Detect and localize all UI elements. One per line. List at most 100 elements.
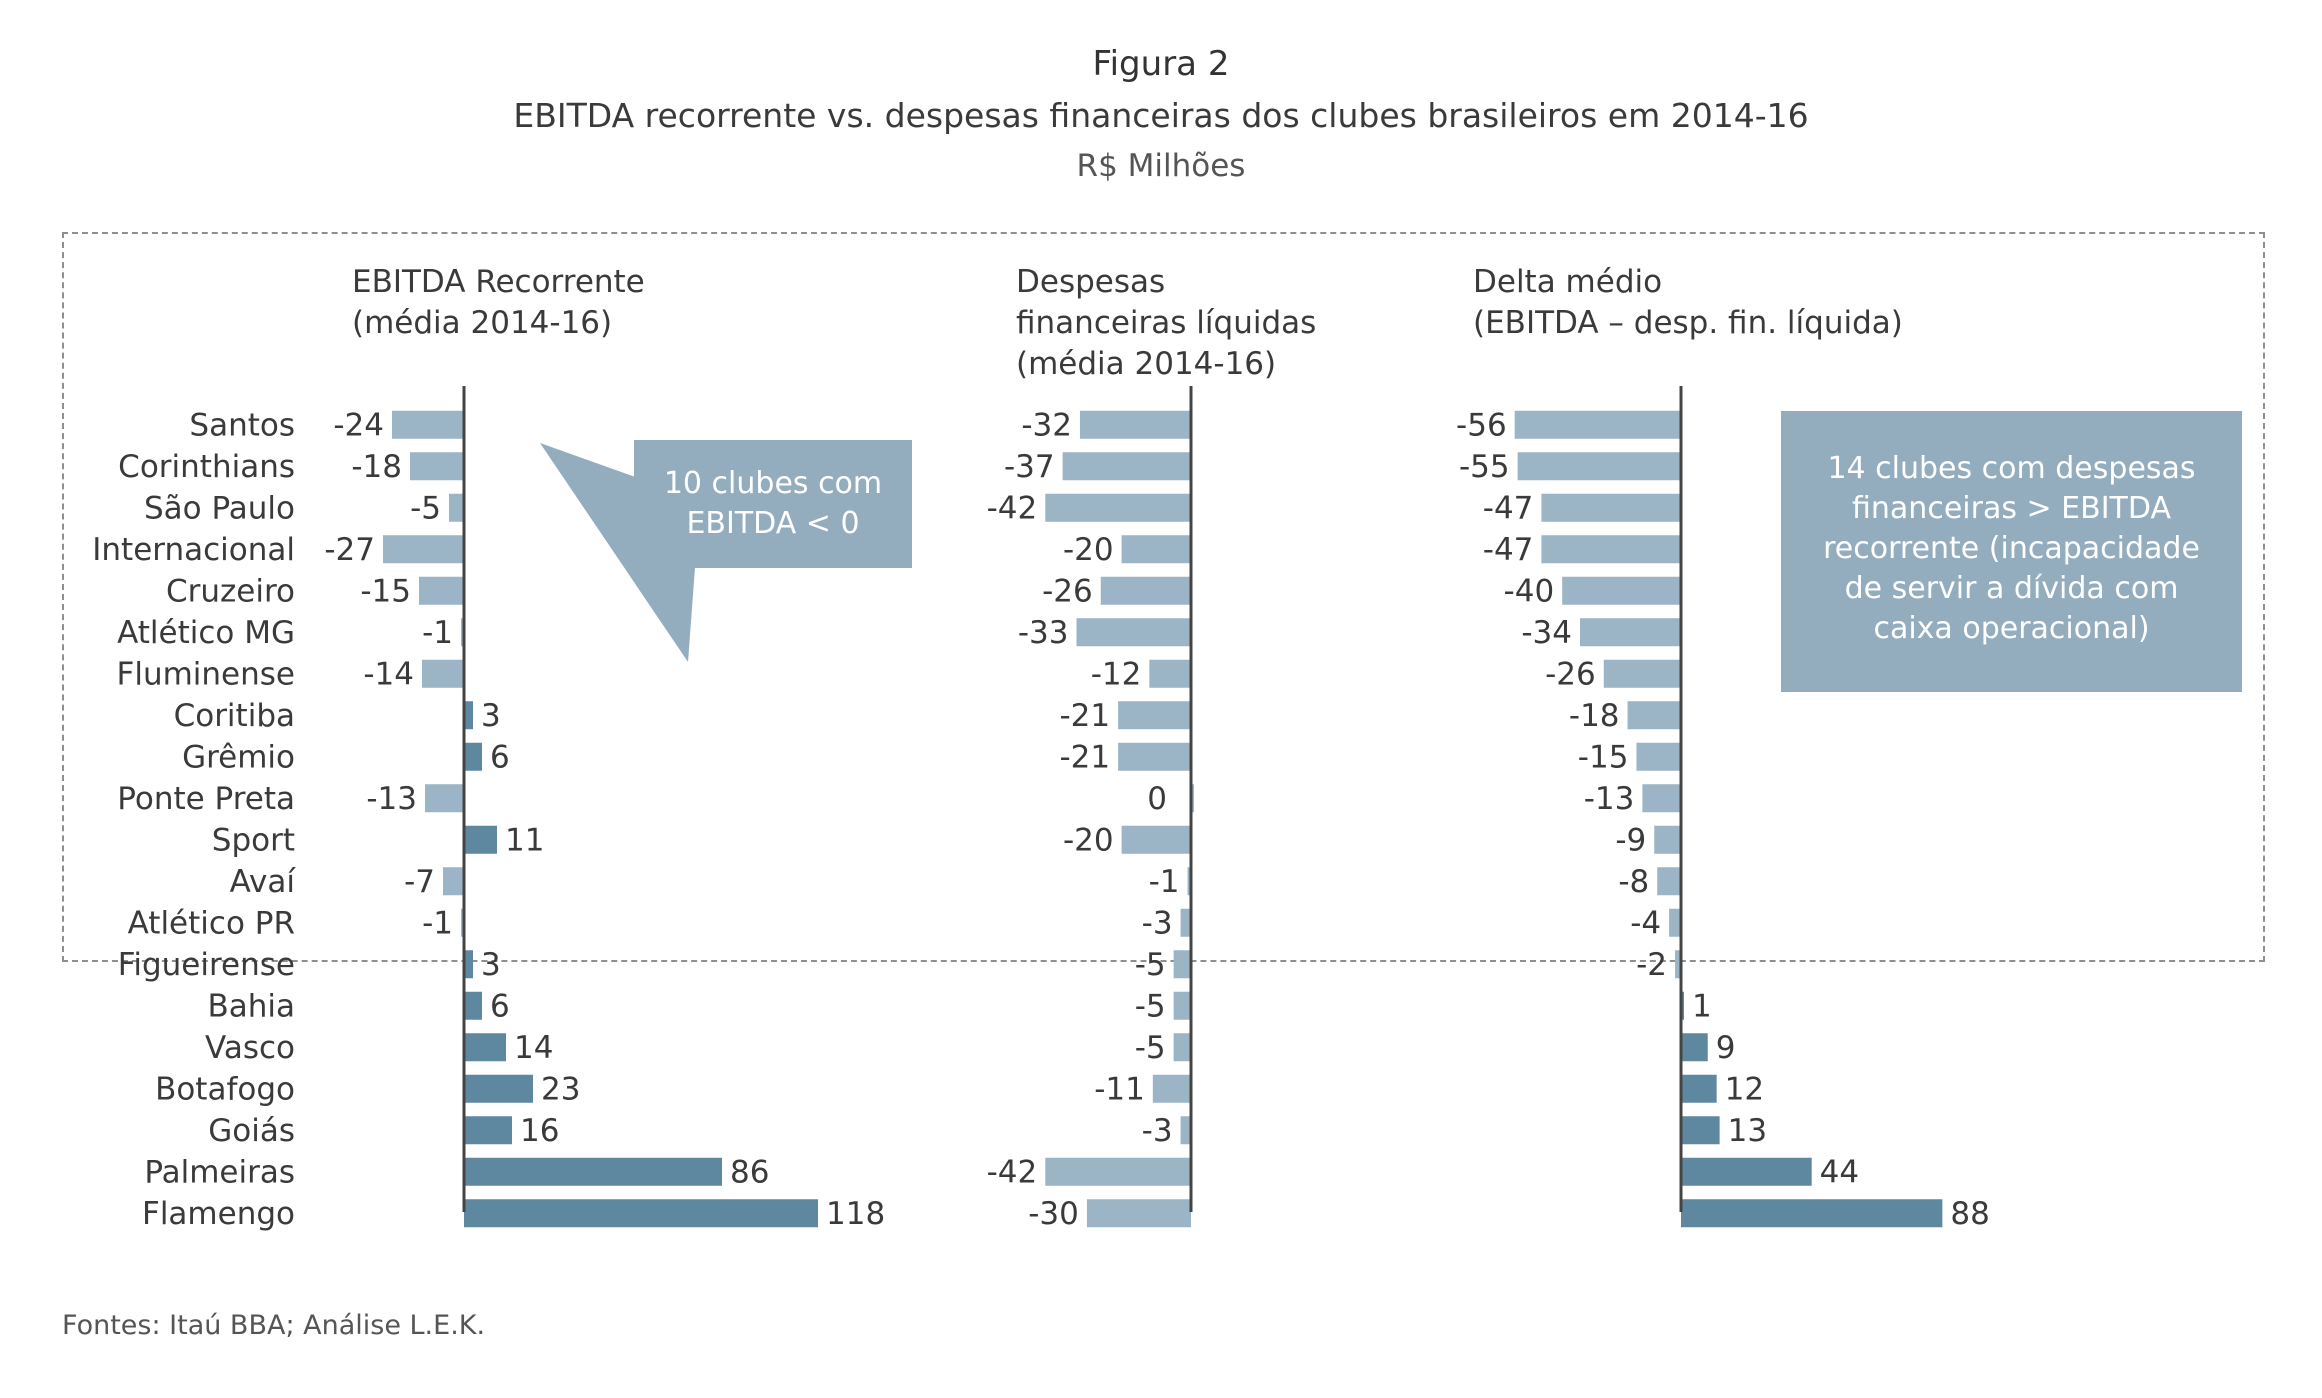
category-label: Flamengo [142, 1196, 295, 1232]
delta-bar [1681, 1116, 1720, 1145]
delta-value-label: 1 [1692, 989, 1712, 1025]
despesas-value-label: -20 [1063, 532, 1114, 568]
ebitda-value-label: -7 [404, 864, 435, 900]
ebitda-bar [464, 742, 482, 771]
ebitda-value-label: -1 [422, 615, 453, 651]
ebitda-value-label: 6 [490, 989, 510, 1025]
delta-heading-line: Delta médio [1473, 264, 1663, 300]
ebitda-panel-heading: EBITDA Recorrente (média 2014-16) [352, 262, 645, 344]
figure-label: Figura 2 [1092, 44, 1230, 84]
ebitda-value-label: -5 [410, 491, 441, 527]
ebitda-value-label: 6 [490, 740, 510, 776]
ebitda-value-label: 16 [520, 1113, 559, 1149]
delta-value-label: -47 [1483, 532, 1534, 568]
despesas-bar [1076, 618, 1191, 647]
despesas-value-label: -5 [1135, 947, 1166, 983]
delta-value-label: -34 [1521, 615, 1572, 651]
ebitda-bar [383, 535, 464, 564]
delta-bar [1541, 493, 1681, 522]
ebitda-bar [464, 1157, 722, 1186]
ebitda-value-label: -13 [366, 781, 417, 817]
delta-bar [1517, 452, 1681, 481]
despesas-bar [1149, 659, 1191, 688]
despesas-heading-line: (média 2014-16) [1016, 346, 1277, 382]
callout-line: caixa operacional) [1873, 611, 2150, 646]
delta-bar [1681, 1199, 1943, 1228]
delta-bar [1681, 1074, 1717, 1103]
despesas-value-label: -32 [1021, 408, 1072, 444]
delta-value-label: -26 [1545, 657, 1596, 693]
ebitda-bar [464, 991, 482, 1020]
negative-ebitda-callout: 10 clubes com EBITDA < 0 [634, 440, 912, 568]
ebitda-bar [422, 659, 464, 688]
delta-value-label: -40 [1504, 574, 1555, 610]
category-label: Botafogo [155, 1072, 295, 1108]
delta-value-label: 9 [1716, 1030, 1736, 1066]
despesas-value-label: -11 [1094, 1072, 1145, 1108]
despesas-value-label: -42 [987, 1155, 1038, 1191]
delta-bar [1675, 950, 1681, 979]
despesas-bar [1045, 493, 1191, 522]
delta-value-label: 12 [1725, 1072, 1764, 1108]
despesas-value-label: -12 [1091, 657, 1142, 693]
category-label: Goiás [208, 1113, 295, 1149]
ebitda-bar [419, 576, 464, 605]
ebitda-value-label: 14 [514, 1030, 553, 1066]
despesas-bar [1100, 576, 1191, 605]
ebitda-bar [464, 1074, 533, 1103]
ebitda-value-label: 3 [481, 698, 501, 734]
delta-bar [1669, 908, 1681, 937]
ebitda-value-label: -24 [333, 408, 384, 444]
category-label: Atlético PR [128, 906, 295, 942]
chart-subtitle: R$ Milhões [1076, 148, 1246, 184]
delta-value-label: -55 [1459, 449, 1510, 485]
delta-bar [1603, 659, 1681, 688]
delta-bar [1657, 867, 1681, 896]
delta-panel-heading: Delta médio (EBITDA – desp. fin. líquida… [1473, 262, 1903, 344]
ebitda-bar [464, 825, 497, 854]
despesas-value-label: -5 [1135, 989, 1166, 1025]
delta-bar [1681, 1157, 1812, 1186]
despesas-value-label: -5 [1135, 1030, 1166, 1066]
callout-line: financeiras > EBITDA [1852, 491, 2171, 526]
ebitda-value-label: 23 [541, 1072, 580, 1108]
despesas-value-label: -21 [1059, 698, 1110, 734]
despesas-bar [1173, 991, 1191, 1020]
ebitda-value-label: 86 [730, 1155, 769, 1191]
category-label: Corinthians [118, 449, 295, 485]
category-label: Figueirense [118, 947, 295, 983]
delta-value-label: -9 [1615, 823, 1646, 859]
despesas-value-label: -21 [1059, 740, 1110, 776]
delta-value-label: -13 [1584, 781, 1635, 817]
category-label: São Paulo [144, 491, 295, 527]
callout-line: de servir a dívida com [1844, 571, 2179, 606]
category-label: Santos [189, 408, 295, 444]
despesas-bar [1121, 535, 1191, 564]
delta-value-label: -18 [1569, 698, 1620, 734]
despesas-bar [1180, 1116, 1191, 1145]
despesas-value-label: -33 [1018, 615, 1069, 651]
despesas-bar [1152, 1074, 1191, 1103]
ebitda-bar [443, 867, 464, 896]
ebitda-bar [464, 1033, 506, 1062]
delta-value-label: 13 [1728, 1113, 1767, 1149]
despesas-panel-heading: Despesas financeiras líquidas (média 201… [1016, 262, 1316, 385]
delta-bar [1514, 410, 1681, 439]
delta-value-label: -15 [1578, 740, 1629, 776]
delta-bar [1636, 742, 1681, 771]
despesas-bar [1118, 742, 1191, 771]
delta-bar [1541, 535, 1681, 564]
delta-bar [1562, 576, 1681, 605]
despesas-value-label: -30 [1028, 1196, 1079, 1232]
despesas-value-label: -3 [1142, 1113, 1173, 1149]
ebitda-value-label: 3 [481, 947, 501, 983]
category-label: Grêmio [182, 740, 295, 776]
ebitda-value-label: -18 [351, 449, 402, 485]
despesas-bar [1187, 867, 1191, 896]
ebitda-value-label: -27 [324, 532, 375, 568]
ebitda-bar [464, 701, 473, 730]
despesas-value-label: -42 [987, 491, 1038, 527]
delta-value-label: 88 [1950, 1196, 1989, 1232]
despesas-heading-line: Despesas [1016, 264, 1166, 300]
delta-bar [1642, 784, 1681, 813]
